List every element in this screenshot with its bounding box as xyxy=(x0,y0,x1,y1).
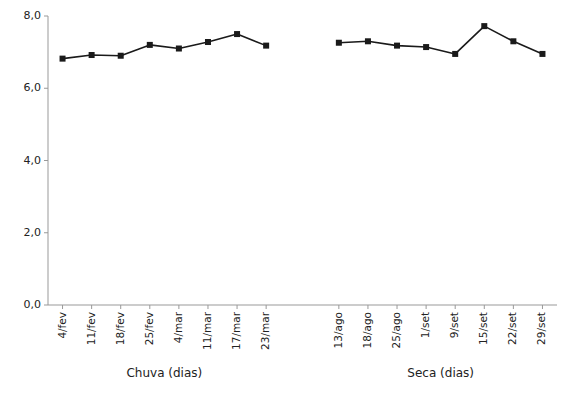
x-tick-label: 23/mar xyxy=(259,311,271,350)
plot-area xyxy=(60,23,546,62)
point-marker xyxy=(423,44,429,50)
y-tick xyxy=(44,232,48,233)
point-marker xyxy=(60,56,66,62)
point-marker xyxy=(394,43,400,49)
point-marker xyxy=(205,39,211,45)
axes: 0,0 2,0 4,0 6,0 8,0 4/fev 11/fev 18/fev 25/fev 4/… xyxy=(24,9,558,350)
y-tick xyxy=(44,305,48,306)
x-tick xyxy=(207,305,208,309)
x-tick xyxy=(62,305,63,309)
point-marker xyxy=(539,51,545,57)
y-tick-label: 0,0 xyxy=(24,298,42,311)
point-marker xyxy=(234,31,240,37)
group-label: Chuva (dias) xyxy=(126,366,202,380)
annotations: Chuva (dias) Seca (dias) xyxy=(126,366,474,380)
point-marker xyxy=(452,51,458,57)
y-tick-label: 4,0 xyxy=(24,154,42,167)
series-line xyxy=(339,26,543,54)
x-tick xyxy=(426,305,427,309)
x-tick xyxy=(513,305,514,309)
x-tick-label: 11/fev xyxy=(85,312,97,345)
x-tick xyxy=(455,305,456,309)
x-tick-label: 13/ago xyxy=(332,312,344,348)
y-tick xyxy=(44,160,48,161)
x-tick-label: 15/set xyxy=(477,312,489,345)
x-tick-label: 1/set xyxy=(419,312,431,338)
point-marker xyxy=(176,46,182,52)
point-marker xyxy=(481,23,487,29)
x-tick-label: 22/set xyxy=(506,312,518,345)
x-tick-label: 4/fev xyxy=(56,312,68,339)
x-tick xyxy=(484,305,485,309)
x-tick xyxy=(397,305,398,309)
x-tick xyxy=(266,305,267,309)
x-tick-label: 17/mar xyxy=(230,311,242,350)
x-tick-label: 18/fev xyxy=(114,312,126,345)
x-tick xyxy=(149,305,150,309)
x-tick xyxy=(178,305,179,309)
x-tick xyxy=(91,305,92,309)
point-marker xyxy=(89,52,95,58)
x-tick-label: 9/set xyxy=(448,312,460,338)
x-tick xyxy=(338,305,339,309)
group-label: Seca (dias) xyxy=(407,366,474,380)
y-tick-label: 2,0 xyxy=(24,226,42,239)
point-marker xyxy=(336,40,342,46)
x-tick-label: 25/fev xyxy=(143,312,155,345)
point-marker xyxy=(510,38,516,44)
x-tick-label: 25/ago xyxy=(390,312,402,348)
point-marker xyxy=(147,42,153,48)
x-tick xyxy=(542,305,543,309)
y-tick-label: 6,0 xyxy=(24,81,42,94)
x-tick-label: 11/mar xyxy=(201,311,213,350)
x-axis-line xyxy=(48,305,557,306)
y-axis-line xyxy=(48,16,49,305)
point-marker xyxy=(263,43,269,49)
y-tick xyxy=(44,88,48,89)
point-marker xyxy=(365,38,371,44)
point-marker xyxy=(118,53,124,59)
x-tick-label: 18/ago xyxy=(361,312,373,348)
x-tick xyxy=(120,305,121,309)
y-tick-label: 8,0 xyxy=(24,9,42,22)
series-line xyxy=(63,34,267,59)
chart-container: 0,0 2,0 4,0 6,0 8,0 4/fev 11/fev 18/fev 25/fev 4/… xyxy=(0,0,573,401)
y-tick xyxy=(44,16,48,17)
chart: 0,0 2,0 4,0 6,0 8,0 4/fev 11/fev 18/fev 25/fev 4/… xyxy=(0,0,573,401)
x-tick xyxy=(237,305,238,309)
x-tick-label: 4/mar xyxy=(172,311,184,343)
x-tick-label: 29/set xyxy=(535,312,547,345)
x-tick xyxy=(367,305,368,309)
